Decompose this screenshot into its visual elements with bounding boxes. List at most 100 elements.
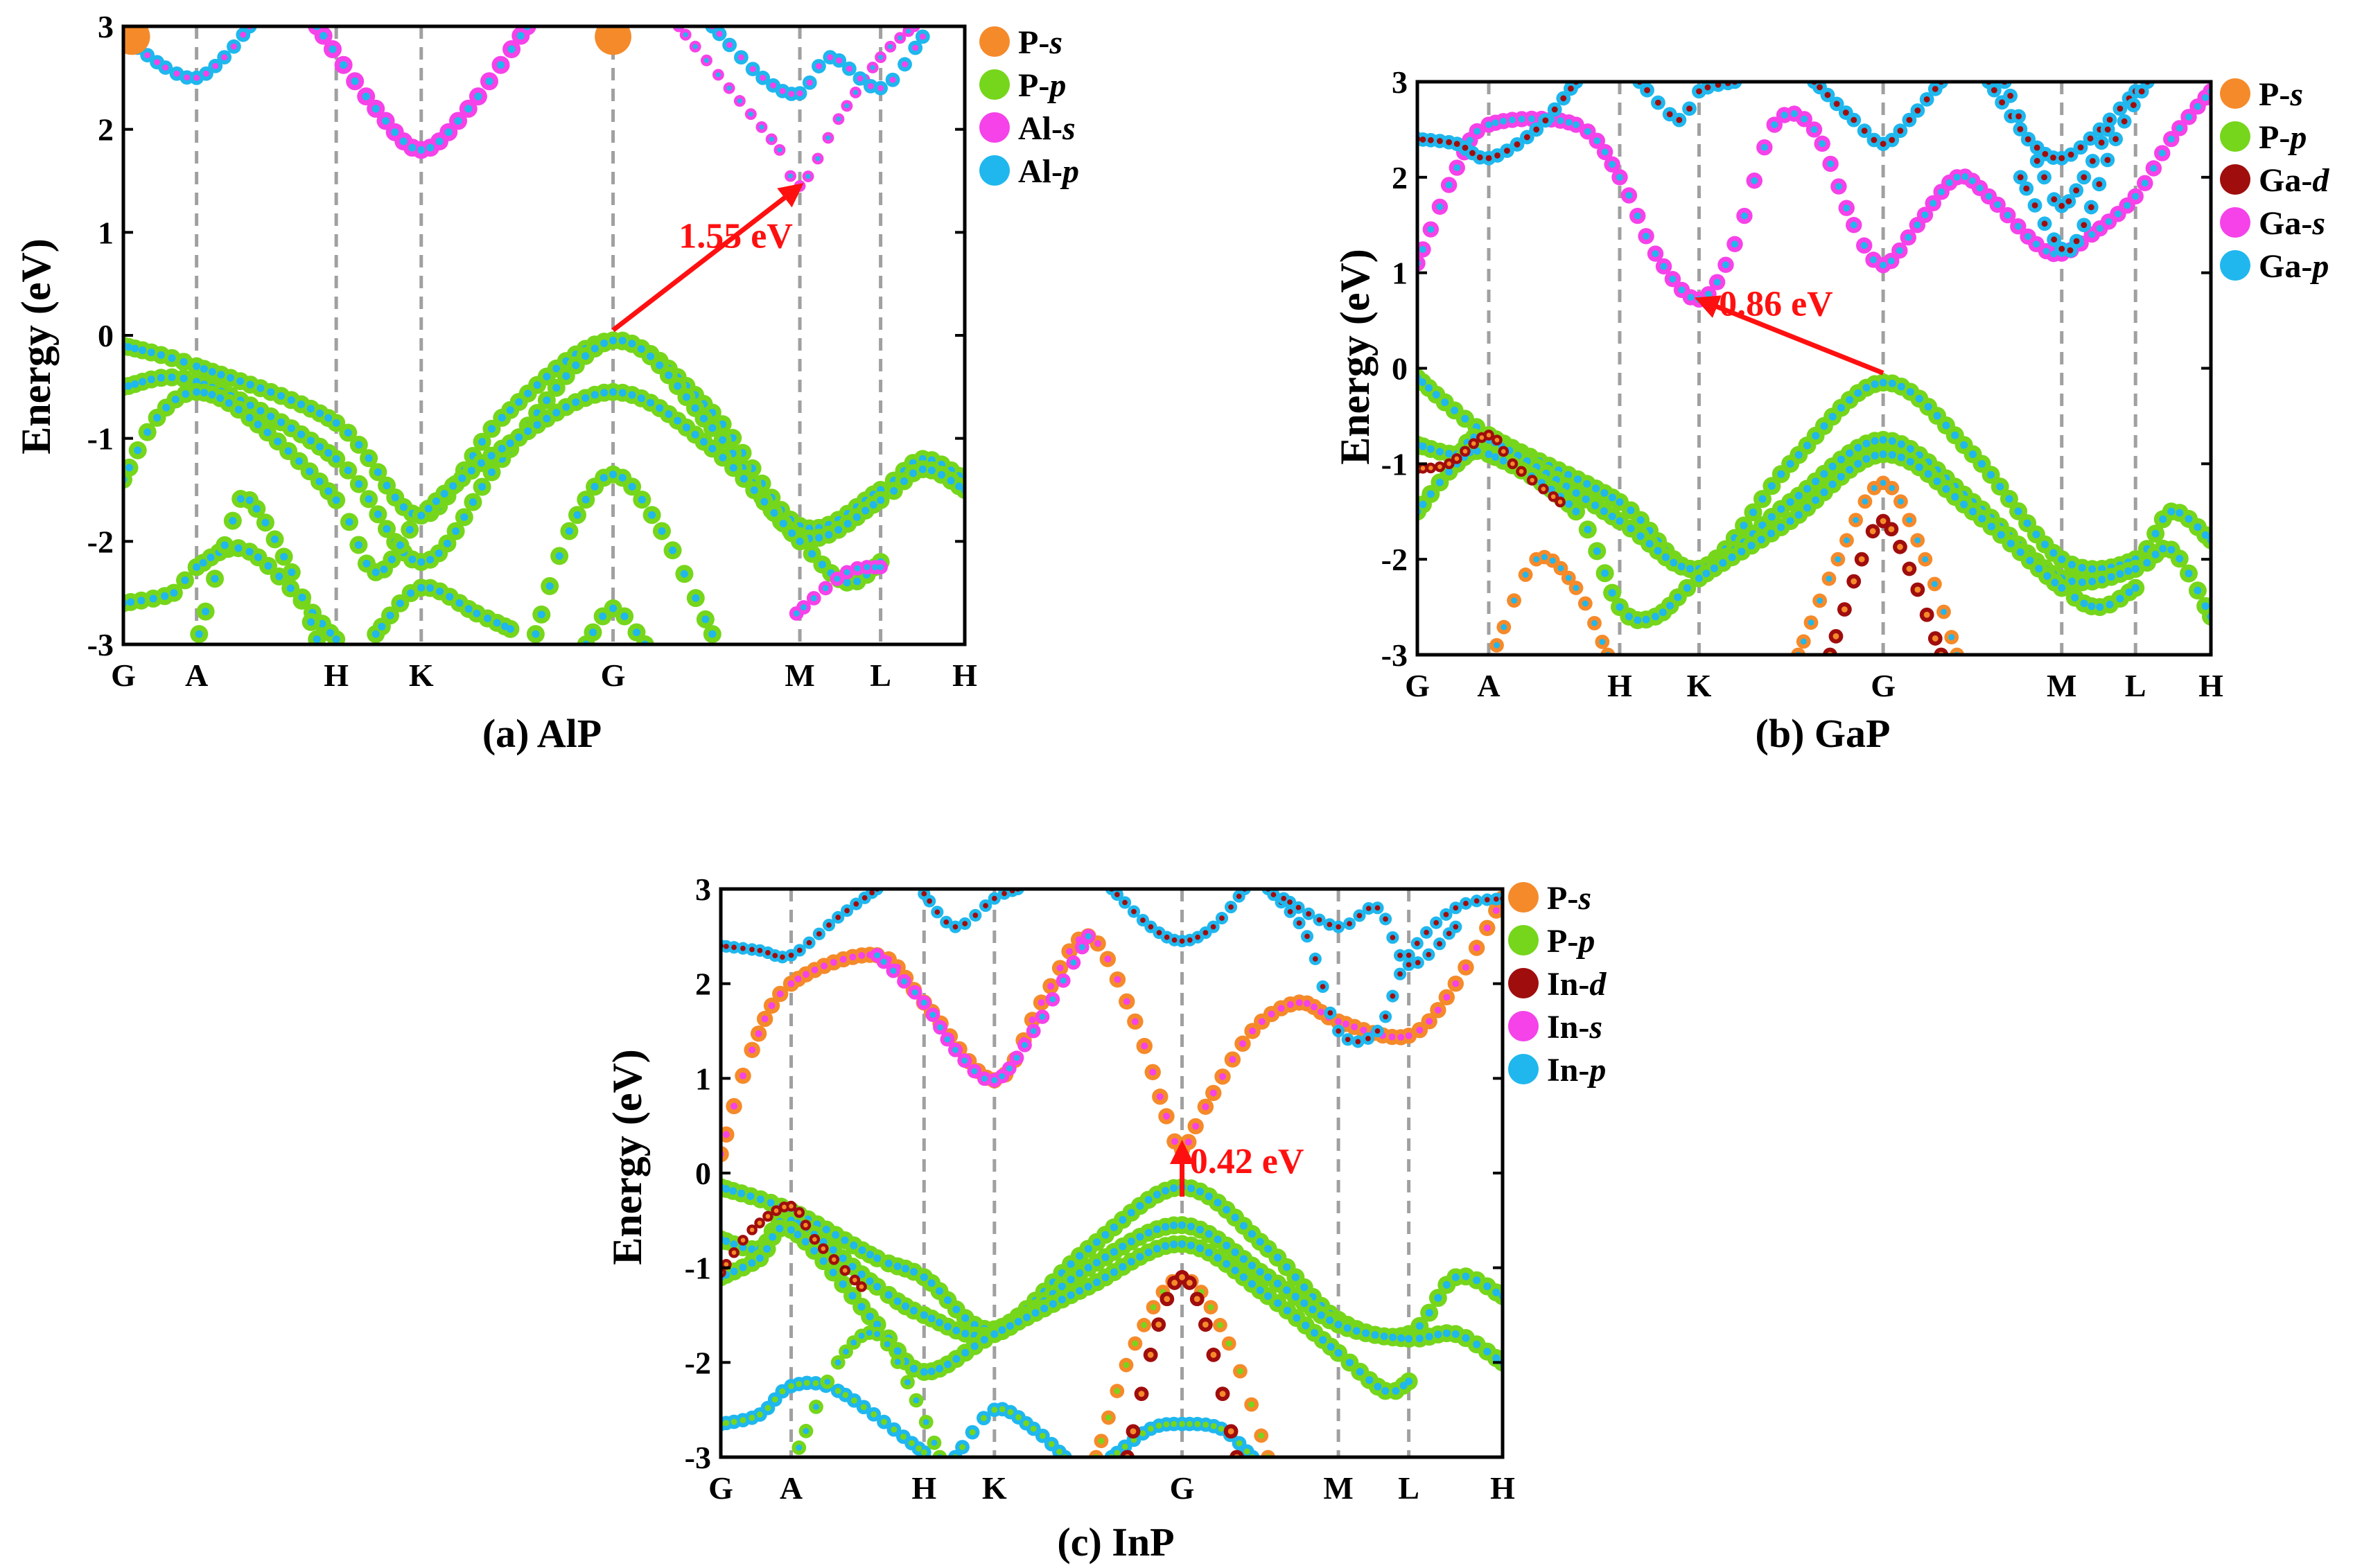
- band-point-core: [1399, 1382, 1408, 1390]
- band-point-core: [1239, 1255, 1248, 1263]
- band-point-core: [832, 1231, 840, 1239]
- band-point-core: [920, 1273, 928, 1281]
- band-point-core: [1887, 257, 1895, 265]
- y-tick-label: 3: [1392, 64, 1408, 100]
- band-point-core: [193, 74, 200, 81]
- k-point-label: G: [111, 658, 136, 693]
- band-point-core: [2158, 150, 2166, 157]
- band-point-core: [1164, 1296, 1171, 1303]
- band-point-core: [1236, 893, 1242, 899]
- legend-marker: [979, 155, 1010, 186]
- band-point-core: [355, 480, 363, 488]
- gap-label-a: 1.55 eV: [679, 217, 793, 256]
- band-point-core: [2006, 539, 2015, 547]
- band-point-core: [1156, 1093, 1164, 1100]
- band-point-core: [1136, 1233, 1144, 1241]
- band-point-core: [749, 1046, 756, 1054]
- band-point-core: [1659, 608, 1667, 617]
- band-point-core: [813, 1403, 819, 1410]
- band-point-core: [902, 61, 908, 68]
- band-point-core: [180, 374, 188, 382]
- band-point-core: [1565, 574, 1572, 581]
- band-point-core: [589, 628, 597, 637]
- band-point-core: [2131, 565, 2140, 573]
- band-a-5: [526, 465, 721, 644]
- band-point-core: [1846, 466, 1854, 474]
- band-point-core: [1085, 933, 1092, 940]
- band-point-core: [1616, 603, 1624, 611]
- band-point-core: [306, 437, 315, 445]
- band-point-core: [869, 890, 875, 896]
- band-point-core: [1067, 1260, 1075, 1268]
- band-point-core: [2014, 222, 2022, 230]
- band-point-core: [365, 454, 373, 462]
- band-point-core: [998, 1326, 1006, 1334]
- band-point-core: [842, 1268, 848, 1273]
- band-point-core: [1312, 956, 1318, 962]
- band-point-core: [683, 32, 688, 37]
- band-point-core: [806, 940, 812, 946]
- band-point-core: [1345, 1037, 1351, 1043]
- band-point-core: [1040, 1304, 1049, 1312]
- band-point-core: [254, 421, 262, 429]
- band-point-core: [2051, 196, 2058, 203]
- band-point-core: [866, 1330, 873, 1336]
- band-point-core: [779, 520, 787, 528]
- band-point-core: [796, 1444, 803, 1451]
- band-point-core: [1719, 558, 1727, 567]
- band-point-core: [2176, 124, 2183, 132]
- band-point-core: [297, 400, 306, 408]
- band-point-core: [424, 504, 432, 513]
- legend-label: Al-s: [1018, 110, 1076, 147]
- band-point-core: [408, 555, 417, 563]
- band-point-core: [628, 391, 636, 399]
- band-point-core: [236, 495, 245, 503]
- band-point-core: [1437, 941, 1442, 947]
- band-point-core: [405, 525, 414, 534]
- band-point-core: [1961, 173, 1969, 180]
- band-point-core: [161, 592, 169, 600]
- band-point-core: [1819, 140, 1826, 148]
- band-point-core: [1273, 1280, 1281, 1288]
- band-point-core: [1608, 493, 1616, 502]
- legend-item-P-s: P-s: [2220, 76, 2303, 113]
- band-point-core: [1114, 892, 1120, 897]
- band-point-core: [1446, 931, 1452, 937]
- band-point-core: [765, 1214, 771, 1219]
- band-point-core: [1196, 1244, 1204, 1253]
- band-point-core: [1237, 1368, 1243, 1375]
- band-point-core: [572, 361, 580, 369]
- band-a-4: [367, 579, 520, 644]
- band-point-core: [1914, 107, 1921, 114]
- band-point-core: [1210, 1422, 1217, 1429]
- band-point-core: [362, 92, 370, 100]
- band-point-core: [749, 1227, 755, 1233]
- band-point-core: [1171, 1280, 1178, 1286]
- band-point-core: [731, 944, 737, 951]
- band-point-core: [326, 628, 334, 637]
- band-point-core: [1304, 933, 1310, 940]
- k-point-label: G: [1405, 668, 1430, 703]
- band-point-core: [1485, 155, 1492, 161]
- band-point-core: [1390, 993, 1396, 999]
- band-point-core: [1860, 242, 1868, 249]
- band-point-core: [1383, 1014, 1388, 1020]
- band-point-core: [1846, 449, 1854, 457]
- band-point-core: [2176, 554, 2184, 563]
- band-point-core: [1428, 466, 1433, 470]
- band-point-core: [1437, 138, 1443, 144]
- y-tick-label: -2: [685, 1345, 711, 1380]
- y-tick-label: 2: [98, 112, 114, 148]
- band-point-core: [692, 44, 698, 49]
- legend-label: Ga-d: [2259, 162, 2329, 199]
- band-point-core: [1654, 547, 1662, 555]
- band-b-4: [1791, 475, 1964, 655]
- band-point-core: [1530, 477, 1535, 483]
- band-point-core: [1093, 1258, 1101, 1267]
- band-point-core: [999, 1073, 1006, 1080]
- band-point-core: [980, 1415, 987, 1422]
- band-point-core: [880, 958, 887, 965]
- band-point-core: [2031, 202, 2038, 209]
- band-point-core: [881, 1418, 887, 1425]
